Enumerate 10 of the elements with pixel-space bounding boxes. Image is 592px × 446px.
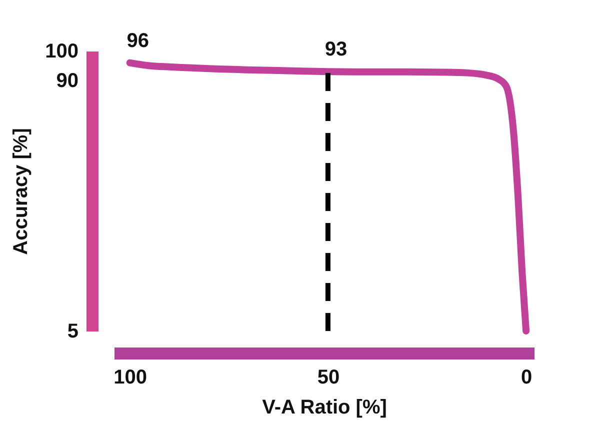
x-tick-label: 100 xyxy=(114,366,148,388)
y-tick-label: 90 xyxy=(56,70,78,92)
y-tick-label: 5 xyxy=(67,320,78,342)
annotation: 96 xyxy=(126,30,149,52)
y-axis-title: Accuracy [%] xyxy=(10,128,32,255)
x-tick-label: 50 xyxy=(317,366,340,388)
annotation: 93 xyxy=(324,38,348,61)
x-tick-label: 0 xyxy=(521,366,532,388)
y-tick-label: 100 xyxy=(45,40,78,62)
x-axis-title: V-A Ratio [%] xyxy=(262,396,387,418)
